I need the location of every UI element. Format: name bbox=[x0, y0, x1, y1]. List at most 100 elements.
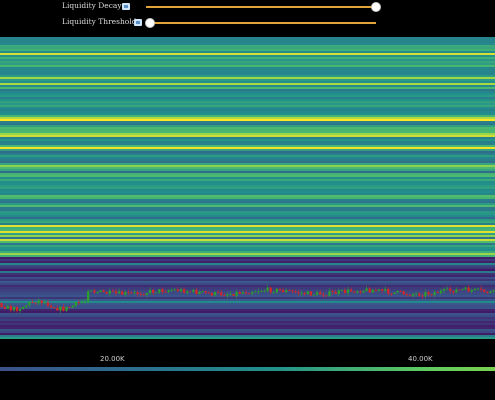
heatmap-band bbox=[0, 219, 495, 221]
candle-body bbox=[483, 289, 486, 292]
liquidity-threshold-toggle-icon[interactable] bbox=[134, 19, 142, 26]
candle-body bbox=[430, 294, 433, 296]
liquidity-threshold-slider-thumb[interactable] bbox=[145, 18, 155, 28]
candle-body bbox=[306, 291, 309, 295]
heatmap-band bbox=[0, 325, 495, 327]
candle-body bbox=[439, 290, 443, 294]
heatmap-band bbox=[0, 47, 495, 49]
candle-body bbox=[25, 305, 28, 307]
candle-body bbox=[223, 295, 226, 297]
candle-body bbox=[226, 294, 229, 296]
heatmap-band bbox=[0, 67, 495, 69]
heatmap-band bbox=[0, 45, 495, 47]
heatmap-band bbox=[0, 55, 495, 57]
candle-body bbox=[337, 290, 340, 294]
candle-body bbox=[384, 288, 387, 291]
candle-body bbox=[145, 293, 149, 295]
heatmap-band bbox=[0, 213, 495, 215]
candle-body bbox=[96, 292, 99, 293]
candle-body bbox=[285, 290, 288, 293]
heatmap-band bbox=[0, 143, 495, 145]
heatmap-band bbox=[0, 239, 495, 241]
candle-body bbox=[220, 292, 223, 296]
candle-body bbox=[111, 290, 115, 292]
candle-body bbox=[186, 291, 189, 293]
candle-body bbox=[396, 290, 399, 293]
heatmap-band bbox=[0, 311, 495, 313]
heatmap-band bbox=[0, 229, 495, 231]
candle-body bbox=[80, 301, 84, 303]
candle-body bbox=[182, 289, 186, 293]
liquidity-threshold-label: Liquidity Threshold bbox=[62, 17, 137, 26]
candle-body bbox=[291, 290, 294, 292]
heatmap-band bbox=[0, 221, 495, 223]
heatmap-band bbox=[0, 287, 495, 289]
candle-body bbox=[216, 291, 220, 293]
candle-body bbox=[238, 292, 241, 294]
candle-body bbox=[244, 292, 248, 294]
candle-body bbox=[117, 291, 121, 294]
candle-body bbox=[272, 292, 275, 294]
candle-body bbox=[424, 292, 427, 297]
heatmap-band bbox=[0, 261, 495, 263]
candle-body bbox=[371, 290, 374, 293]
heatmap-band bbox=[0, 273, 495, 275]
liquidity-decay-slider-track[interactable] bbox=[146, 6, 376, 8]
heatmap-band bbox=[0, 77, 495, 79]
heatmap-band bbox=[0, 139, 495, 141]
candle-body bbox=[436, 292, 439, 294]
liquidity-decay-toggle-icon[interactable] bbox=[122, 3, 130, 10]
heatmap-band bbox=[0, 151, 495, 153]
liquidity-decay-row: Liquidity Decay bbox=[0, 0, 495, 16]
heatmap-band bbox=[0, 49, 495, 51]
colorbar-tick-20k: 20.00K bbox=[100, 355, 125, 363]
heatmap-band bbox=[0, 277, 495, 279]
candle-body bbox=[56, 308, 59, 311]
heatmap-band bbox=[0, 61, 495, 63]
liquidity-decay-slider-thumb[interactable] bbox=[371, 2, 381, 12]
candle-body bbox=[297, 292, 300, 294]
heatmap-band bbox=[0, 157, 495, 159]
candle-body bbox=[229, 293, 232, 295]
candle-body bbox=[148, 289, 152, 294]
heatmap-band bbox=[0, 85, 495, 87]
heatmap-band bbox=[0, 237, 495, 239]
candle-body bbox=[167, 290, 170, 292]
liquidity-decay-label: Liquidity Decay bbox=[62, 1, 122, 10]
heatmap-band bbox=[0, 183, 495, 185]
candle-body bbox=[334, 291, 337, 294]
heatmap-band bbox=[0, 199, 495, 201]
heatmap-band bbox=[0, 313, 495, 315]
heatmap-band bbox=[0, 265, 495, 267]
heatmap-band bbox=[0, 63, 495, 65]
heatmap-band bbox=[0, 149, 495, 151]
candle-body bbox=[3, 306, 6, 309]
heatmap-band bbox=[0, 73, 495, 75]
heatmap-band bbox=[0, 293, 495, 295]
candle-body bbox=[455, 289, 458, 293]
candle-body bbox=[210, 292, 214, 296]
heatmap-band bbox=[0, 231, 495, 233]
heatmap-band bbox=[0, 71, 495, 73]
candle-body bbox=[340, 289, 344, 291]
heatmap-band bbox=[0, 91, 495, 93]
candle-body bbox=[402, 291, 405, 295]
heatmap-band bbox=[0, 175, 495, 177]
heatmap-band bbox=[0, 113, 495, 115]
heatmap-band bbox=[0, 57, 495, 59]
liquidity-heatmap[interactable]: 12:0018:0008 Feb06:00 bbox=[0, 37, 495, 339]
candle-body bbox=[433, 292, 436, 295]
candle-body bbox=[83, 301, 87, 303]
heatmap-band bbox=[0, 119, 495, 121]
candle-body bbox=[319, 292, 322, 295]
candle-body bbox=[204, 291, 207, 293]
liquidity-threshold-slider-track[interactable] bbox=[148, 22, 376, 24]
heatmap-band bbox=[0, 315, 495, 317]
candle-body bbox=[294, 291, 297, 293]
heatmap-band bbox=[0, 255, 495, 257]
candle-body bbox=[467, 287, 470, 292]
heatmap-band bbox=[0, 275, 495, 277]
candle-body bbox=[418, 293, 421, 296]
heatmap-band bbox=[0, 103, 495, 105]
heatmap-band bbox=[0, 153, 495, 155]
